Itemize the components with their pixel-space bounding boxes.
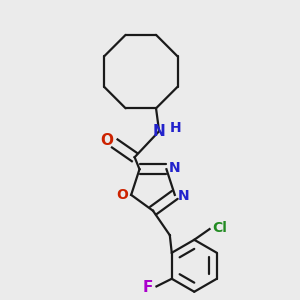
Text: F: F <box>143 280 153 296</box>
Text: O: O <box>117 188 128 202</box>
Text: H: H <box>170 121 182 135</box>
Text: O: O <box>100 133 114 148</box>
Text: Cl: Cl <box>212 220 227 235</box>
Text: N: N <box>153 124 166 139</box>
Text: N: N <box>178 189 190 203</box>
Text: N: N <box>169 161 181 175</box>
